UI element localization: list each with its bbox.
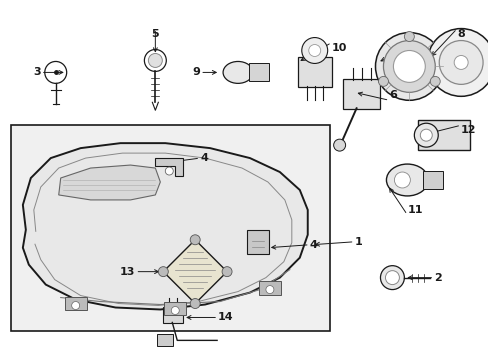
FancyBboxPatch shape [157, 334, 173, 346]
Text: 8: 8 [456, 28, 464, 39]
Text: 13: 13 [120, 267, 135, 276]
FancyBboxPatch shape [163, 306, 183, 323]
Circle shape [45, 62, 66, 84]
Circle shape [190, 235, 200, 245]
Circle shape [144, 50, 166, 71]
Circle shape [385, 271, 399, 285]
Circle shape [222, 267, 232, 276]
Text: 11: 11 [407, 205, 422, 215]
Circle shape [190, 298, 200, 309]
Text: 10: 10 [331, 42, 346, 53]
Text: 1: 1 [354, 237, 362, 247]
Circle shape [375, 32, 442, 100]
Circle shape [333, 139, 345, 151]
Circle shape [308, 45, 320, 57]
FancyBboxPatch shape [297, 58, 331, 87]
Circle shape [148, 54, 162, 67]
Circle shape [394, 172, 409, 188]
Text: 6: 6 [388, 90, 397, 100]
Circle shape [427, 28, 488, 96]
FancyBboxPatch shape [417, 120, 469, 150]
FancyBboxPatch shape [248, 63, 268, 81]
Circle shape [158, 267, 168, 276]
Polygon shape [59, 165, 160, 200]
Circle shape [301, 37, 327, 63]
Bar [11, 125, 329, 332]
Circle shape [420, 129, 431, 141]
Circle shape [165, 167, 173, 175]
Text: 7: 7 [399, 53, 407, 63]
Polygon shape [163, 240, 226, 303]
Ellipse shape [386, 164, 427, 196]
Polygon shape [23, 143, 307, 310]
Circle shape [413, 123, 437, 147]
Circle shape [438, 41, 482, 84]
FancyBboxPatch shape [64, 297, 86, 310]
Text: 3: 3 [33, 67, 41, 77]
Ellipse shape [223, 62, 252, 84]
FancyBboxPatch shape [423, 171, 442, 189]
Circle shape [72, 302, 80, 310]
Text: 2: 2 [433, 273, 441, 283]
Circle shape [265, 285, 273, 293]
Text: 9: 9 [192, 67, 200, 77]
Circle shape [429, 76, 439, 86]
Text: 4: 4 [200, 153, 207, 163]
Circle shape [453, 55, 467, 69]
Circle shape [171, 306, 179, 315]
Text: 12: 12 [460, 125, 476, 135]
FancyBboxPatch shape [164, 302, 186, 315]
Circle shape [378, 76, 387, 86]
FancyBboxPatch shape [246, 230, 268, 254]
Text: 4: 4 [309, 240, 317, 250]
Circle shape [393, 50, 425, 82]
Circle shape [380, 266, 404, 289]
FancyBboxPatch shape [259, 280, 280, 294]
Text: 5: 5 [151, 28, 159, 39]
Circle shape [404, 32, 413, 41]
FancyBboxPatch shape [342, 80, 380, 109]
Text: 14: 14 [218, 312, 233, 323]
Polygon shape [155, 158, 183, 176]
Circle shape [383, 41, 434, 92]
